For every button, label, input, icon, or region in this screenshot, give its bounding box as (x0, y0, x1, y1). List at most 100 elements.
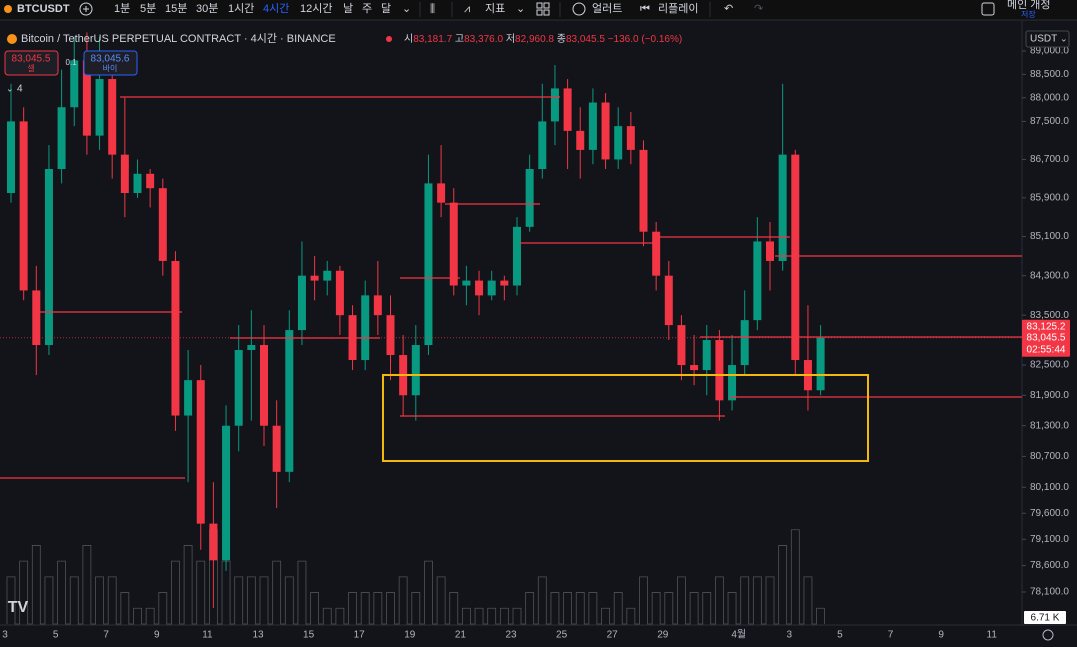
layout-name[interactable]: 메인 개정 (1007, 0, 1051, 11)
chart-type[interactable]: ⫼ (430, 3, 435, 15)
candle-body (386, 315, 395, 356)
symbol-logo (7, 34, 17, 44)
candle-body (285, 330, 294, 472)
candle-body (791, 154, 800, 361)
ohlc-label: 고 (455, 34, 464, 45)
templates-icon[interactable] (536, 2, 543, 9)
indicator-count[interactable]: 4 (17, 84, 23, 95)
indicators-icon: ⩘ (464, 3, 470, 15)
x-tick-label: 11 (202, 630, 213, 641)
replay[interactable]: 리플레이 (658, 2, 698, 15)
indicators-toggle[interactable]: ⌄ (6, 83, 14, 93)
interval-button[interactable]: 날 (343, 2, 353, 15)
ohlc-value: 83,376.0 (464, 34, 503, 45)
candle-body (550, 88, 559, 122)
templates-icon (543, 9, 550, 16)
x-tick-label: 17 (354, 630, 366, 641)
highlight-box[interactable] (382, 374, 869, 462)
alert-icon (572, 2, 586, 16)
candles (7, 32, 825, 608)
x-tick-label: 11 (987, 630, 998, 641)
x-tick-label: 19 (404, 630, 416, 641)
ohlc-header: 시83,181.7 고83,376.0 저82,960.8 종83,045.5 … (404, 33, 682, 45)
interval-menu[interactable]: ⌄ (402, 3, 411, 15)
order-quantity[interactable]: 0.1 (65, 58, 77, 67)
candle-body (335, 270, 344, 316)
volume-label: 6.71 K (1031, 613, 1060, 624)
sell-button[interactable] (4, 50, 59, 76)
market-status (386, 36, 392, 42)
price-axis: 89,000.0 88,500.0 88,000.0 87,500.0 86,700.0… (0, 46, 1070, 624)
chart-title: Bitcoin / TetherUS PERPETUAL CONTRACT · … (21, 32, 336, 45)
x-tick-label: 5 (837, 630, 843, 641)
ohlc-value: 83,045.5 (566, 34, 605, 45)
candle-body (108, 79, 117, 155)
redo[interactable]: ↷ (754, 3, 763, 15)
x-tick-label: 23 (505, 630, 517, 641)
candle-body (778, 154, 787, 261)
candle-body (184, 380, 193, 416)
currency: USDT (1030, 34, 1057, 45)
candle-body (500, 280, 509, 286)
candle-body (576, 130, 585, 150)
candle-body (437, 183, 446, 203)
save-status[interactable]: 저장 (1021, 9, 1036, 19)
y-tick-label: 84,300.0 (1030, 270, 1069, 281)
x-tick-label: 29 (657, 630, 669, 641)
layout-icon[interactable] (981, 2, 995, 16)
interval-button[interactable]: 5분 (140, 3, 156, 15)
candle-body (690, 365, 699, 371)
interval-button[interactable]: 주 (362, 3, 372, 15)
y-tick-label: 81,300.0 (1030, 420, 1069, 431)
interval-button[interactable]: 15분 (165, 3, 187, 15)
y-tick-label: 89,000.0 (1030, 46, 1069, 57)
interval-button[interactable]: 4시간 (263, 2, 289, 15)
candle-body (120, 154, 129, 194)
indicators-menu[interactable]: ⌄ (516, 3, 525, 15)
candle-body (715, 340, 724, 401)
candle-body (702, 340, 711, 371)
interval-button[interactable]: 1시간 (228, 2, 254, 15)
y-tick-label: 82,500.0 (1030, 360, 1069, 371)
settings-button[interactable] (1042, 629, 1054, 641)
add-symbol[interactable] (79, 2, 93, 16)
candle-body (614, 126, 623, 160)
candle-body (475, 280, 484, 296)
interval-button[interactable]: 1분 (114, 3, 130, 15)
candle-body (133, 173, 142, 194)
candle-body (513, 226, 521, 286)
candle-body (260, 345, 268, 426)
alerts[interactable]: 얼러트 (592, 1, 622, 15)
candle-body (19, 121, 28, 291)
candle-body (639, 149, 648, 232)
x-tick-label: 4월 (731, 629, 746, 641)
buy-button[interactable] (83, 50, 138, 76)
interval-button[interactable]: 달 (381, 2, 391, 15)
interval-button[interactable]: 30분 (196, 3, 218, 15)
ohlc-label: 시 (404, 33, 413, 45)
symbol[interactable]: BTCUSDT (17, 3, 70, 15)
candle-body (626, 126, 635, 150)
y-tick-label: 87,500.0 (1030, 116, 1069, 127)
candle-body (57, 107, 66, 170)
y-tick-label: 80,700.0 (1030, 451, 1069, 462)
candle-body (462, 280, 471, 286)
x-tick-label: 25 (556, 630, 568, 641)
candle-body (652, 231, 661, 276)
candle-body (70, 60, 79, 108)
y-tick-label: 79,600.0 (1030, 508, 1069, 519)
ohlc-value: 83,181.7 (413, 34, 452, 45)
y-tick-label: 85,900.0 (1030, 192, 1069, 203)
price-label: 83,125.2 (1027, 321, 1066, 332)
price-label-box (1022, 319, 1070, 334)
currency-select[interactable] (1025, 30, 1070, 48)
indicators[interactable]: 지표 (485, 2, 505, 15)
candle-body (196, 380, 205, 524)
undo[interactable]: ↶ (724, 3, 733, 15)
interval-button[interactable]: 12시간 (300, 2, 332, 15)
y-tick-label: 88,500.0 (1030, 69, 1069, 80)
candle-body (361, 295, 370, 361)
candle-body (146, 173, 155, 189)
